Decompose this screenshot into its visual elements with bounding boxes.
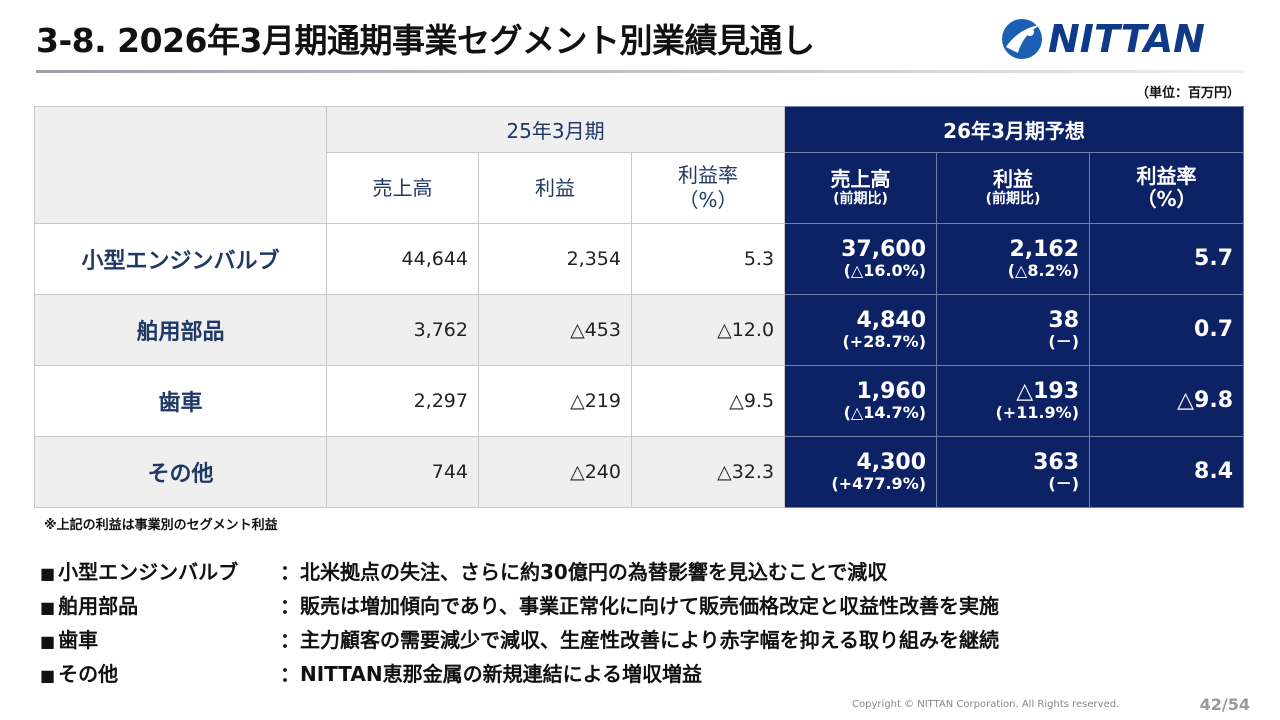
segment-name: その他 — [34, 436, 327, 508]
logo-text: NITTAN — [1048, 17, 1205, 61]
comment-key: 小型エンジンバルブ — [58, 559, 239, 584]
fc-profit-change: (－) — [1048, 474, 1080, 494]
comment-text: ：販売は増加傾向であり、事業正常化に向けて販売価格改定と収益性改善を実施 — [280, 593, 999, 618]
fc-profit: 363 (－) — [936, 436, 1091, 508]
comment-key: その他 — [58, 661, 119, 686]
col-fc-profit: 利益 (前期比) — [936, 152, 1091, 224]
fc-sales: 4,300 (+477.9%) — [784, 436, 938, 508]
col-fc-sales-yoy: (前期比) — [833, 191, 888, 208]
table-row: 小型エンジンバルブ 44,644 2,354 5.3 37,600 (△16.0… — [34, 223, 1245, 295]
prev-sales: 3,762 — [326, 294, 479, 366]
list-item: ■ 舶用部品 ：販売は増加傾向であり、事業正常化に向けて販売価格改定と収益性改善を… — [40, 587, 999, 621]
col-fc-rate-label: 利益率 — [1136, 164, 1197, 188]
forecast-period-header: 26年3月期予想 — [784, 106, 1245, 153]
fc-sales-change: (+477.9%) — [831, 474, 927, 494]
prev-profit: △219 — [478, 365, 632, 437]
title-divider — [36, 70, 1244, 73]
segment-name: 歯車 — [34, 365, 327, 437]
comment-text: ：NITTAN恵那金属の新規連結による増収増益 — [280, 661, 702, 686]
prev-rate: △12.0 — [630, 294, 786, 366]
fc-rate: △9.8 — [1089, 365, 1245, 437]
fc-profit-value: 2,162 — [1009, 237, 1080, 263]
fc-sales-value: 4,300 — [856, 450, 927, 476]
col-fc-profit-label: 利益 — [993, 167, 1034, 192]
fc-profit: 38 (－) — [936, 294, 1091, 366]
col-prev-rate-unit: （%） — [678, 188, 738, 212]
prev-profit: 2,354 — [478, 223, 632, 295]
fc-profit-value: 363 — [1033, 450, 1080, 476]
page-title: 3-8. 2026年3月期通期事業セグメント別業績見通し — [36, 21, 815, 60]
segment-table: 25年3月期 26年3月期予想 売上高 利益 利益率 （%） 売上高 (前期比)… — [34, 106, 1245, 508]
nittan-emblem-icon — [1002, 19, 1042, 59]
col-prev-rate: 利益率 （%） — [630, 152, 786, 224]
fc-sales: 4,840 (+28.7%) — [784, 294, 938, 366]
segment-name: 舶用部品 — [34, 294, 327, 366]
col-prev-profit: 利益 — [478, 152, 632, 224]
fc-sales-value: 1,960 — [856, 379, 927, 405]
col-fc-sales-label: 売上高 — [830, 167, 891, 192]
comment-key: 歯車 — [58, 627, 99, 652]
square-bullet-icon: ■ — [40, 597, 56, 617]
fc-profit: △193 (+11.9%) — [936, 365, 1091, 437]
fc-profit-change: (－) — [1048, 332, 1080, 352]
comment-text: ：北米拠点の失注、さらに約30億円の為替影響を見込むことで減収 — [280, 559, 888, 584]
prev-sales: 44,644 — [326, 223, 479, 295]
segment-comments: ■ 小型エンジンバルブ ：北米拠点の失注、さらに約30億円の為替影響を見込むことで… — [40, 553, 999, 689]
fc-sales: 1,960 (△14.7%) — [784, 365, 938, 437]
prev-period-header: 25年3月期 — [325, 106, 786, 153]
unit-label: （単位：百万円） — [1135, 86, 1240, 101]
prev-rate: △9.5 — [630, 365, 786, 437]
footnote: ※上記の利益は事業別のセグメント利益 — [44, 518, 278, 533]
fc-profit-value: 38 — [1048, 308, 1080, 334]
fc-sales-value: 4,840 — [856, 308, 927, 334]
col-fc-sales: 売上高 (前期比) — [784, 152, 938, 224]
fc-sales-change: (△14.7%) — [843, 403, 927, 423]
copyright: Copyright © NITTAN Corporation. All Righ… — [852, 699, 1120, 710]
company-logo: NITTAN — [1000, 12, 1258, 66]
prev-sales: 744 — [326, 436, 479, 508]
fc-profit: 2,162 (△8.2%) — [936, 223, 1091, 295]
fc-profit-change: (△8.2%) — [1007, 261, 1080, 281]
square-bullet-icon: ■ — [40, 665, 56, 685]
square-bullet-icon: ■ — [40, 631, 56, 651]
segment-name: 小型エンジンバルブ — [34, 223, 327, 295]
comment-text: ：主力顧客の需要減少で減収、生産性改善により赤字幅を抑える取り組みを継続 — [280, 627, 999, 652]
fc-rate: 0.7 — [1089, 294, 1245, 366]
col-prev-rate-label: 利益率 — [678, 163, 739, 187]
col-fc-rate-unit: （%） — [1136, 187, 1197, 211]
table-corner — [34, 106, 327, 224]
prev-profit: △240 — [478, 436, 632, 508]
comment-key: 舶用部品 — [58, 593, 139, 618]
col-fc-rate: 利益率 （%） — [1089, 152, 1245, 224]
list-item: ■ 歯車 ：主力顧客の需要減少で減収、生産性改善により赤字幅を抑える取り組みを継続 — [40, 621, 999, 655]
col-prev-sales: 売上高 — [326, 152, 479, 224]
table-row: 舶用部品 3,762 △453 △12.0 4,840 (+28.7%) 38 … — [34, 294, 1245, 366]
fc-profit-change: (+11.9%) — [995, 403, 1080, 423]
prev-sales: 2,297 — [326, 365, 479, 437]
fc-sales: 37,600 (△16.0%) — [784, 223, 938, 295]
square-bullet-icon: ■ — [40, 563, 56, 583]
prev-rate: △32.3 — [630, 436, 786, 508]
prev-profit: △453 — [478, 294, 632, 366]
table-row: その他 744 △240 △32.3 4,300 (+477.9%) 363 (… — [34, 436, 1245, 508]
fc-sales-change: (△16.0%) — [843, 261, 927, 281]
fc-sales-value: 37,600 — [841, 237, 927, 263]
fc-profit-value: △193 — [1016, 379, 1080, 405]
fc-rate: 5.7 — [1089, 223, 1245, 295]
prev-rate: 5.3 — [630, 223, 786, 295]
list-item: ■ その他 ：NITTAN恵那金属の新規連結による増収増益 — [40, 655, 999, 689]
table-row: 歯車 2,297 △219 △9.5 1,960 (△14.7%) △193 (… — [34, 365, 1245, 437]
list-item: ■ 小型エンジンバルブ ：北米拠点の失注、さらに約30億円の為替影響を見込むことで… — [40, 553, 999, 587]
page-number: 42/54 — [1199, 695, 1250, 714]
col-fc-profit-yoy: (前期比) — [985, 191, 1041, 208]
fc-sales-change: (+28.7%) — [842, 332, 927, 352]
fc-rate: 8.4 — [1089, 436, 1245, 508]
